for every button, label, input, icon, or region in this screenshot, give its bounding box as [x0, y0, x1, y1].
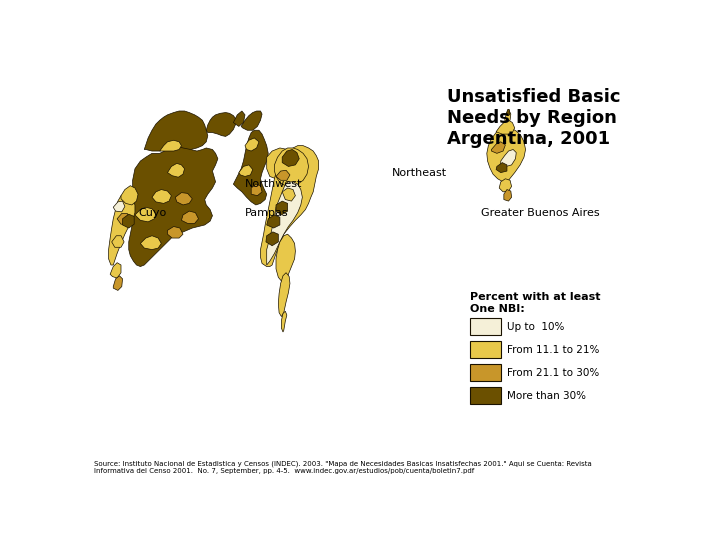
Polygon shape	[251, 184, 262, 195]
Polygon shape	[492, 142, 505, 153]
FancyBboxPatch shape	[469, 364, 500, 381]
Polygon shape	[109, 194, 135, 265]
Polygon shape	[121, 186, 138, 205]
Text: Northwest: Northwest	[245, 179, 302, 189]
Polygon shape	[500, 150, 516, 166]
Polygon shape	[168, 226, 183, 238]
Polygon shape	[160, 140, 181, 151]
Polygon shape	[206, 112, 235, 137]
Text: From 21.1 to 30%: From 21.1 to 30%	[507, 368, 599, 378]
Polygon shape	[181, 211, 199, 224]
Polygon shape	[295, 163, 307, 175]
Polygon shape	[261, 146, 319, 267]
Text: Source: Instituto Nacional de Estadistica y Censos (INDEC). 2003. "Mapa de Neces: Source: Instituto Nacional de Estadistic…	[94, 461, 592, 475]
Polygon shape	[266, 232, 279, 246]
Polygon shape	[276, 201, 287, 215]
Polygon shape	[276, 170, 290, 180]
Polygon shape	[117, 213, 130, 224]
Polygon shape	[496, 120, 515, 134]
Text: More than 30%: More than 30%	[507, 391, 586, 401]
Polygon shape	[276, 234, 295, 284]
Polygon shape	[144, 111, 208, 151]
Polygon shape	[122, 214, 134, 228]
Polygon shape	[140, 236, 161, 249]
Polygon shape	[487, 126, 526, 182]
Polygon shape	[110, 262, 121, 278]
Polygon shape	[233, 111, 245, 126]
Text: Percent with at least
One NBI:: Percent with at least One NBI:	[469, 292, 600, 314]
Polygon shape	[239, 165, 253, 177]
Text: Greater Buenos Aires: Greater Buenos Aires	[482, 208, 600, 218]
Polygon shape	[266, 182, 302, 265]
Polygon shape	[505, 110, 510, 122]
Polygon shape	[241, 111, 262, 130]
Polygon shape	[274, 148, 309, 186]
Polygon shape	[504, 190, 512, 201]
Polygon shape	[282, 311, 287, 332]
Polygon shape	[266, 148, 313, 184]
Text: From 11.1 to 21%: From 11.1 to 21%	[507, 345, 599, 355]
Text: Northeast: Northeast	[392, 167, 447, 178]
Text: Up to  10%: Up to 10%	[507, 322, 564, 332]
FancyBboxPatch shape	[469, 318, 500, 335]
Polygon shape	[279, 273, 290, 316]
Polygon shape	[129, 143, 218, 267]
Polygon shape	[266, 215, 280, 228]
Polygon shape	[282, 188, 295, 201]
Polygon shape	[496, 163, 507, 173]
Text: Unsatisfied Basic
Needs by Region
Argentina, 2001: Unsatisfied Basic Needs by Region Argent…	[447, 88, 621, 147]
Polygon shape	[152, 190, 171, 204]
Text: Cuyo: Cuyo	[138, 208, 166, 218]
Polygon shape	[112, 236, 124, 247]
Polygon shape	[135, 207, 156, 222]
Polygon shape	[113, 201, 125, 212]
Polygon shape	[175, 193, 192, 205]
Polygon shape	[506, 110, 510, 116]
FancyBboxPatch shape	[469, 387, 500, 404]
Polygon shape	[113, 276, 122, 291]
Polygon shape	[282, 150, 300, 166]
Polygon shape	[168, 164, 184, 177]
FancyBboxPatch shape	[469, 341, 500, 358]
Text: Pampas: Pampas	[245, 208, 289, 218]
Polygon shape	[499, 179, 512, 192]
Polygon shape	[281, 153, 295, 166]
Polygon shape	[233, 130, 269, 205]
Polygon shape	[245, 138, 259, 151]
